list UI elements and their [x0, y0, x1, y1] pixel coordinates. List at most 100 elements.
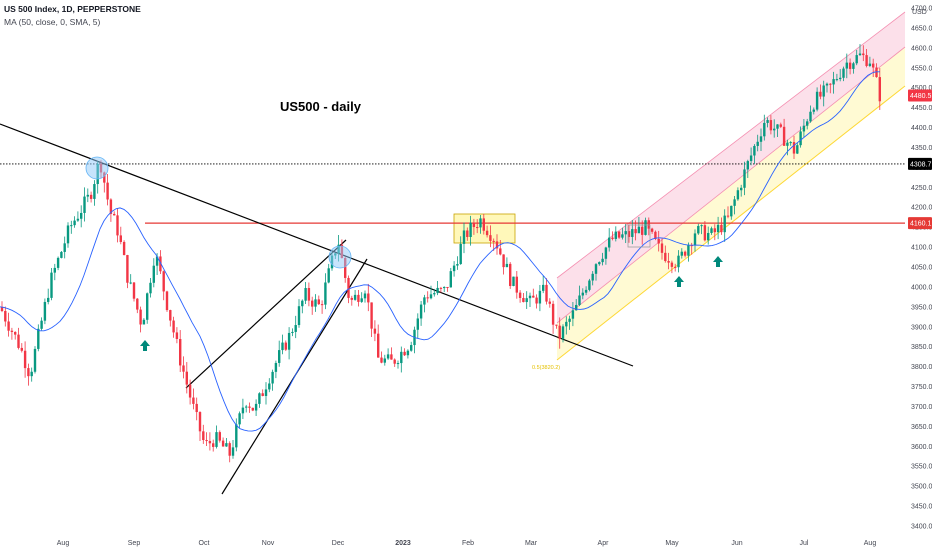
candle-body	[439, 287, 443, 289]
candle	[749, 147, 753, 166]
candle-body	[307, 288, 311, 301]
candle	[231, 440, 235, 459]
candle	[502, 254, 505, 275]
candle	[426, 291, 429, 303]
candle	[152, 258, 155, 288]
candle-body	[383, 358, 386, 363]
candle	[70, 220, 73, 234]
time-tick-label: Dec	[332, 540, 345, 547]
candle-body	[182, 365, 185, 372]
candle	[683, 250, 687, 258]
candle	[650, 227, 654, 234]
candle-body	[608, 237, 611, 248]
candle-body	[20, 347, 23, 351]
candle-body	[792, 142, 796, 154]
candle	[621, 227, 624, 240]
candle	[697, 223, 700, 235]
candle-body	[822, 85, 825, 97]
candle-body	[179, 338, 182, 366]
candle-body	[271, 371, 274, 384]
candle-body	[370, 302, 373, 329]
range-rect	[627, 224, 651, 248]
candle-body	[654, 231, 657, 239]
candle-body	[30, 371, 33, 377]
candle	[83, 187, 86, 222]
candle	[268, 378, 271, 393]
indicator-legend[interactable]: MA (50, close, 0, SMA, 5)	[4, 17, 101, 27]
candle-body	[33, 348, 37, 372]
candle-body	[713, 228, 716, 233]
candle	[495, 234, 499, 255]
candle	[40, 317, 43, 331]
candle-body	[720, 224, 723, 233]
candle-body	[400, 351, 403, 364]
candle	[782, 118, 786, 147]
candle-body	[766, 120, 769, 123]
candle-body	[868, 63, 872, 66]
candle-body	[433, 293, 436, 295]
candle	[215, 425, 218, 449]
candle	[86, 188, 89, 203]
candle-body	[459, 243, 462, 265]
candle	[736, 187, 740, 201]
candle	[641, 220, 644, 245]
candle	[568, 315, 571, 330]
candle-body	[819, 91, 822, 97]
channel-lower-band	[557, 47, 905, 360]
candle-body	[281, 342, 284, 351]
candle-body	[660, 243, 664, 253]
candle	[687, 242, 690, 262]
candle-body	[740, 187, 743, 191]
candle	[806, 118, 809, 130]
candle	[116, 208, 119, 243]
candle-body	[759, 136, 763, 142]
candle-body	[674, 266, 677, 268]
candle-body	[472, 222, 476, 228]
candle-body	[278, 350, 281, 363]
candle-body	[657, 238, 660, 244]
candle	[429, 285, 433, 300]
candle	[505, 257, 509, 268]
candle	[106, 173, 109, 206]
candle	[667, 252, 670, 270]
candle-body	[390, 354, 393, 360]
candle	[43, 298, 47, 325]
candle-body	[756, 141, 759, 146]
candle-body	[875, 67, 878, 78]
candle	[360, 292, 363, 303]
candle	[27, 363, 30, 386]
candle-body	[60, 251, 63, 258]
candle-body	[697, 225, 700, 234]
price-tick-label: 4000.0	[911, 284, 932, 291]
candle-body	[693, 233, 697, 246]
candle-body	[716, 224, 720, 233]
candle	[195, 397, 198, 421]
candle	[403, 348, 406, 357]
candle-body	[165, 291, 169, 311]
candle	[248, 402, 251, 413]
candle-body	[317, 299, 320, 305]
candle	[423, 294, 426, 313]
candle	[278, 340, 281, 367]
candle-body	[23, 350, 27, 369]
candle	[627, 224, 631, 243]
candle-body	[561, 326, 565, 339]
price-tick-label: 3650.0	[911, 424, 932, 431]
candle-body	[301, 300, 304, 307]
candle-body	[878, 77, 881, 102]
candle	[383, 354, 386, 366]
candle-body	[377, 333, 380, 358]
candle	[825, 82, 829, 93]
candle	[710, 226, 713, 235]
candle	[476, 219, 479, 234]
candle-body	[297, 306, 301, 326]
candle	[578, 285, 581, 307]
candle	[674, 263, 677, 272]
candle-body	[113, 213, 116, 216]
candle-body	[865, 55, 868, 66]
candle-body	[809, 111, 812, 122]
candle	[433, 288, 436, 297]
candle	[443, 286, 446, 293]
candle	[373, 320, 377, 342]
